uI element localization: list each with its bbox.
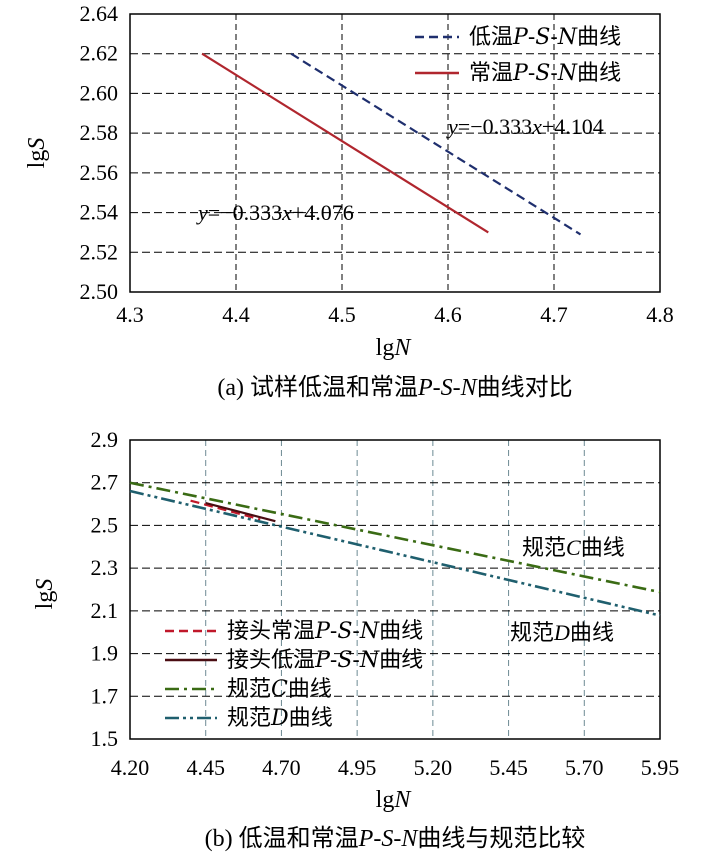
y-axis-label: lgS xyxy=(24,138,50,169)
chart-panel-b: 4.20 4.45 4.70 4.95 5.20 5.45 5.70 5.95 1.5 1.7 1.… xyxy=(32,427,679,852)
series-line-2 xyxy=(205,501,276,523)
legend-label: 低温P-S-N曲线 xyxy=(469,25,621,50)
legend-label: 接头常温P-S-N曲线 xyxy=(227,619,423,644)
x-tick-label: 4.20 xyxy=(111,755,150,780)
series-line-3 xyxy=(129,481,661,594)
plot-frame xyxy=(129,13,661,293)
chart-panel-a: 4.3 4.4 4.5 4.6 4.7 4.8 2.50 2.52 2.54 2.56 2.58 2.… xyxy=(24,1,674,401)
x-tick-label: 4.7 xyxy=(540,302,568,327)
y-tick-label: 1.5 xyxy=(91,726,119,751)
series-line-2 xyxy=(201,52,489,234)
x-tick-label: 5.70 xyxy=(565,755,604,780)
y-tick-label: 1.9 xyxy=(91,641,119,666)
y-tick-label: 2.56 xyxy=(80,160,119,185)
y-tick-label: 2.62 xyxy=(80,41,119,66)
equation-annotation: y=−0.333x+4.104 xyxy=(446,114,604,139)
x-tick-label: 4.4 xyxy=(222,302,250,327)
x-tick-label: 4.70 xyxy=(262,755,301,780)
y-tick-label: 2.7 xyxy=(91,470,119,495)
x-tick-label: 4.45 xyxy=(186,755,225,780)
x-tick-label: 5.20 xyxy=(414,755,453,780)
y-tick-label: 2.58 xyxy=(80,120,119,145)
x-tick-label: 4.6 xyxy=(434,302,462,327)
plot-frame xyxy=(129,439,661,740)
x-tick-label: 4.95 xyxy=(338,755,377,780)
legend-label: 常温P-S-N曲线 xyxy=(469,61,621,86)
equation-annotation: 规范D曲线 xyxy=(510,620,614,645)
legend-label: 接头低温P-S-N曲线 xyxy=(227,648,423,673)
x-axis-label: lgN xyxy=(376,335,413,361)
figure-caption: (b) 低温和常温P-S-N曲线与规范比较 xyxy=(205,825,586,852)
y-tick-label: 2.1 xyxy=(91,598,119,623)
y-tick-label: 2.54 xyxy=(80,200,119,225)
x-tick-label: 4.5 xyxy=(328,302,356,327)
x-axis-label: lgN xyxy=(376,787,413,813)
y-tick-label: 2.64 xyxy=(80,1,119,26)
series-line-1 xyxy=(290,52,582,236)
y-axis-label: lgS xyxy=(32,579,58,610)
legend-label: 规范C曲线 xyxy=(227,677,332,702)
equation-annotation: y=−0.333x+4.076 xyxy=(196,200,354,225)
y-tick-label: 2.5 xyxy=(91,512,119,537)
equation-annotation: 规范C曲线 xyxy=(522,535,625,560)
legend-label: 规范D曲线 xyxy=(227,706,333,731)
series-line-1 xyxy=(190,499,261,521)
series-line-4 xyxy=(129,489,661,617)
x-tick-label: 4.3 xyxy=(116,302,144,327)
y-tick-label: 2.9 xyxy=(91,427,119,452)
x-tick-label: 4.8 xyxy=(646,302,674,327)
y-tick-label: 1.7 xyxy=(91,683,119,708)
x-tick-label: 5.45 xyxy=(489,755,528,780)
x-tick-label: 5.95 xyxy=(641,755,680,780)
y-tick-label: 2.52 xyxy=(80,239,119,264)
y-tick-label: 2.60 xyxy=(80,80,119,105)
y-tick-label: 2.3 xyxy=(91,555,119,580)
y-tick-label: 2.50 xyxy=(80,279,119,304)
figure-caption: (a) 试样低温和常温P-S-N曲线对比 xyxy=(217,374,572,401)
